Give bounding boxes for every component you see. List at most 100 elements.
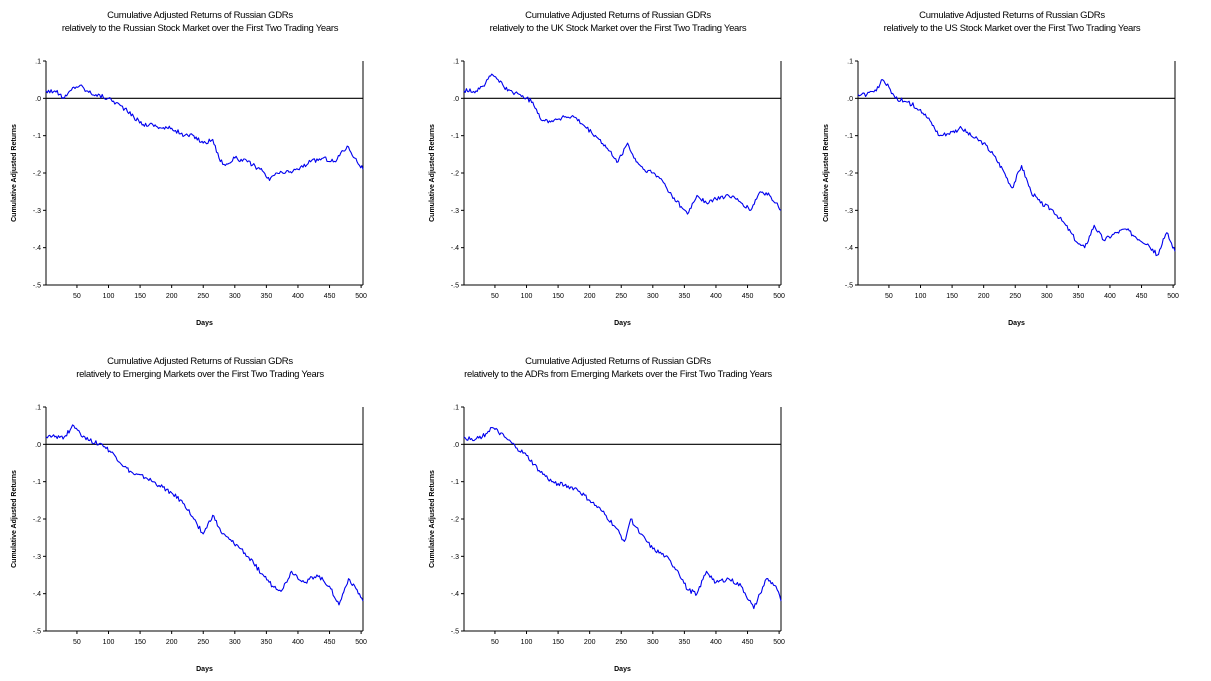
x-tick-label: 250 bbox=[1009, 293, 1021, 300]
y-tick-label: -.2 bbox=[845, 171, 853, 178]
x-tick-label: 400 bbox=[292, 293, 304, 300]
y-tick-label: -.3 bbox=[845, 208, 853, 215]
chart-plot: .1 .0 -.1 -.2 -.3 -.4 -.5 50 100 150 200 250 300 350 4… bbox=[11, 59, 367, 328]
x-tick-label: 100 bbox=[103, 293, 115, 300]
x-tick-label: 350 bbox=[261, 293, 273, 300]
x-tick-label: 50 bbox=[491, 293, 499, 300]
x-tick-label: 50 bbox=[491, 639, 499, 646]
x-tick-label: 300 bbox=[229, 293, 241, 300]
chart-subtitle: relatively to the Russian Stock Market o… bbox=[61, 23, 339, 34]
x-tick-label: 150 bbox=[552, 639, 564, 646]
x-tick-label: 450 bbox=[324, 639, 336, 646]
chart-subtitle: relatively to the ADRs from Emerging Mar… bbox=[464, 369, 772, 380]
y-tick-label: .0 bbox=[35, 96, 41, 103]
chart-plot: .1 .0 -.1 -.2 -.3 -.4 -.5 50 100 150 200 250 300 350 4… bbox=[11, 405, 367, 674]
x-tick-label: 450 bbox=[742, 293, 754, 300]
y-tick-label: -.4 bbox=[33, 245, 41, 252]
series-line bbox=[463, 426, 782, 610]
y-tick-label: -.5 bbox=[451, 283, 459, 290]
x-tick-label: 250 bbox=[197, 293, 209, 300]
series-line bbox=[45, 84, 364, 182]
x-axis-label: Days bbox=[614, 666, 631, 673]
x-tick-label: 50 bbox=[73, 293, 81, 300]
x-axis-label: Days bbox=[196, 666, 213, 673]
x-tick-label: 150 bbox=[134, 293, 146, 300]
y-axis-label: Cumulative Adjusted Returns bbox=[429, 470, 436, 568]
x-tick-label: 100 bbox=[521, 293, 533, 300]
y-tick-label: -.5 bbox=[33, 629, 41, 636]
chart-panel-emerging-markets: Cumulative Adjusted Returns of Russian G… bbox=[0, 346, 400, 681]
x-tick-label: 300 bbox=[1041, 293, 1053, 300]
y-tick-label: -.4 bbox=[451, 591, 459, 598]
x-tick-label: 400 bbox=[710, 293, 722, 300]
chart-panel-uk-market: Cumulative Adjusted Returns of Russian G… bbox=[418, 0, 818, 335]
y-tick-label: .1 bbox=[35, 59, 41, 66]
x-tick-label: 400 bbox=[1104, 293, 1116, 300]
x-tick-label: 250 bbox=[197, 639, 209, 646]
y-tick-label: -.4 bbox=[33, 591, 41, 598]
y-tick-label: .0 bbox=[847, 96, 853, 103]
x-tick-label: 300 bbox=[647, 293, 659, 300]
chart-title: Cumulative Adjusted Returns of Russian G… bbox=[525, 356, 711, 367]
y-tick-label: .0 bbox=[35, 442, 41, 449]
y-tick-label: -.2 bbox=[33, 171, 41, 178]
y-tick-label: -.2 bbox=[451, 171, 459, 178]
y-tick-label: -.3 bbox=[33, 554, 41, 561]
y-tick-label: .1 bbox=[35, 405, 41, 412]
y-axis-label: Cumulative Adjusted Returns bbox=[429, 124, 436, 222]
y-tick-label: -.1 bbox=[451, 133, 459, 140]
chart-title: Cumulative Adjusted Returns of Russian G… bbox=[525, 10, 711, 21]
chart-panel-adrs-emerging: Cumulative Adjusted Returns of Russian G… bbox=[418, 346, 818, 681]
x-tick-label: 350 bbox=[1073, 293, 1085, 300]
x-tick-label: 500 bbox=[773, 293, 785, 300]
x-tick-label: 200 bbox=[166, 639, 178, 646]
series-line bbox=[857, 79, 1176, 257]
chart-panel-russian-market: Cumulative Adjusted Returns of Russian G… bbox=[0, 0, 400, 335]
chart-title: Cumulative Adjusted Returns of Russian G… bbox=[919, 10, 1105, 21]
y-tick-label: -.3 bbox=[33, 208, 41, 215]
x-tick-label: 450 bbox=[324, 293, 336, 300]
x-tick-label: 100 bbox=[521, 639, 533, 646]
x-tick-label: 300 bbox=[229, 639, 241, 646]
y-tick-label: -.1 bbox=[845, 133, 853, 140]
y-axis-label: Cumulative Adjusted Returns bbox=[11, 124, 18, 222]
y-tick-label: .1 bbox=[453, 59, 459, 66]
y-tick-label: .1 bbox=[847, 59, 853, 66]
x-tick-label: 300 bbox=[647, 639, 659, 646]
x-tick-label: 500 bbox=[773, 639, 785, 646]
y-tick-label: -.5 bbox=[845, 283, 853, 290]
x-tick-label: 200 bbox=[166, 293, 178, 300]
x-tick-label: 350 bbox=[261, 639, 273, 646]
x-tick-label: 400 bbox=[292, 639, 304, 646]
y-axis-label: Cumulative Adjusted Returns bbox=[823, 124, 830, 222]
chart-subtitle: relatively to Emerging Markets over the … bbox=[76, 369, 324, 380]
y-tick-label: -.1 bbox=[451, 479, 459, 486]
chart-panel-us-market: Cumulative Adjusted Returns of Russian G… bbox=[812, 0, 1211, 335]
y-tick-label: -.4 bbox=[451, 245, 459, 252]
y-tick-label: .0 bbox=[453, 96, 459, 103]
y-tick-label: -.4 bbox=[845, 245, 853, 252]
y-tick-label: .0 bbox=[453, 442, 459, 449]
x-tick-label: 350 bbox=[679, 639, 691, 646]
x-tick-label: 150 bbox=[946, 293, 958, 300]
x-tick-label: 100 bbox=[915, 293, 927, 300]
y-tick-label: -.3 bbox=[451, 208, 459, 215]
x-tick-label: 500 bbox=[355, 293, 367, 300]
x-tick-label: 250 bbox=[615, 293, 627, 300]
x-tick-label: 250 bbox=[615, 639, 627, 646]
chart-plot: .1 .0 -.1 -.2 -.3 -.4 -.5 50 100 150 200 250 300 350 4… bbox=[429, 59, 785, 328]
series-line bbox=[45, 424, 364, 606]
x-tick-label: 350 bbox=[679, 293, 691, 300]
x-tick-label: 450 bbox=[1136, 293, 1148, 300]
x-axis-label: Days bbox=[1008, 320, 1025, 327]
chart-plot: .1 .0 -.1 -.2 -.3 -.4 -.5 50 100 150 200 250 300 350 4… bbox=[823, 59, 1179, 328]
y-tick-label: .1 bbox=[453, 405, 459, 412]
x-tick-label: 400 bbox=[710, 639, 722, 646]
x-tick-label: 200 bbox=[584, 293, 596, 300]
x-tick-label: 100 bbox=[103, 639, 115, 646]
chart-title: Cumulative Adjusted Returns of Russian G… bbox=[107, 10, 293, 21]
y-axis-label: Cumulative Adjusted Returns bbox=[11, 470, 18, 568]
chart-subtitle: relatively to the US Stock Market over t… bbox=[883, 23, 1141, 34]
x-tick-label: 500 bbox=[1167, 293, 1179, 300]
y-tick-label: -.5 bbox=[33, 283, 41, 290]
